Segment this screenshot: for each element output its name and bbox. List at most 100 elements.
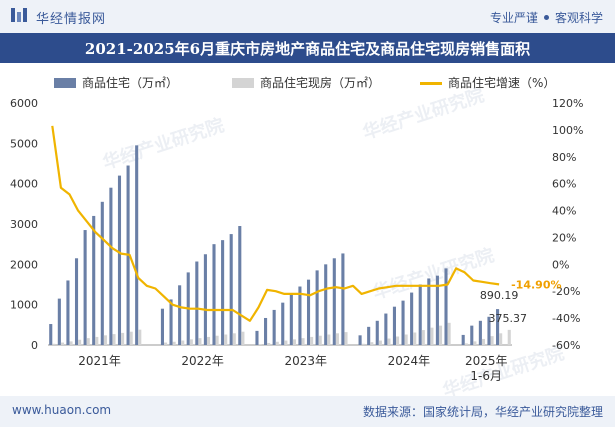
bar-existing-housing: [327, 334, 331, 345]
bar-residential: [238, 226, 242, 345]
bar-residential: [212, 244, 216, 345]
y-right-tick-label: 20%: [552, 231, 576, 244]
y-right-tick-label: 80%: [552, 151, 576, 164]
y-right-tick-label: -20%: [552, 285, 580, 298]
top-bar: [0, 0, 615, 33]
bar-existing-housing: [206, 336, 211, 345]
tagline-left: 专业严谨: [489, 11, 538, 25]
bar-residential: [117, 175, 122, 345]
footer-bar: [0, 396, 615, 427]
bar-residential: [384, 313, 388, 345]
bar-existing-housing: [60, 342, 64, 345]
y-right-tick-label: 120%: [552, 97, 583, 110]
bar-existing-housing: [232, 333, 236, 345]
bar-residential: [410, 292, 414, 345]
tagline-right: 客观科学: [554, 11, 603, 25]
bar-residential: [418, 284, 422, 345]
bar-residential: [178, 285, 182, 345]
bar-existing-housing: [112, 334, 116, 345]
bar-residential: [324, 264, 328, 345]
bar-residential: [435, 275, 439, 345]
bar-residential: [496, 309, 500, 345]
bar-existing-housing: [103, 335, 107, 345]
bar-residential: [306, 279, 311, 345]
bar-existing-housing: [129, 331, 133, 345]
bar-residential: [66, 280, 70, 345]
bar-existing-housing: [138, 329, 142, 345]
bar-residential: [74, 258, 79, 345]
bar-residential: [298, 286, 302, 345]
x-tick-label: 2021年: [78, 354, 121, 368]
bar-residential: [341, 253, 345, 345]
brand-logo-icon: [11, 8, 27, 22]
legend-swatch-bar2: [232, 78, 254, 88]
y-right-tick-label: -40%: [552, 312, 580, 325]
brand-name: 华经情报网: [36, 12, 107, 27]
bar-existing-housing: [258, 344, 262, 345]
bar-residential: [375, 320, 379, 345]
legend-label-bar1: 商品住宅（万㎡）: [82, 76, 179, 90]
legend-swatch-line: [420, 82, 442, 85]
bar-residential: [281, 302, 285, 345]
bar-residential: [478, 320, 482, 345]
bar-existing-housing: [215, 335, 219, 345]
bar-existing-housing: [164, 342, 168, 345]
chart-area: 0 1000 2000 3000 4000 5000 6000 -60% -40% -20% 0% 2…: [10, 97, 583, 383]
legend-swatch-bar1: [54, 78, 76, 88]
footer-site: www.huaon.com: [12, 403, 112, 417]
bar-residential: [100, 201, 104, 345]
bar-residential: [470, 325, 474, 345]
y-left-tick-label: 0: [31, 339, 38, 352]
legend-label-line: 商品住宅增速（%）: [448, 76, 556, 90]
tagline: 专业严谨 客观科学: [490, 9, 603, 26]
y-right-tick-label: -60%: [552, 339, 580, 352]
bar-residential: [367, 326, 371, 345]
bar-existing-housing: [473, 341, 477, 345]
bar-existing-housing: [181, 340, 185, 345]
y-left-tick-label: 4000: [10, 178, 38, 191]
data-label-residential: 890.19: [480, 289, 519, 302]
bar-existing-housing: [189, 339, 193, 345]
bar-existing-housing: [378, 340, 382, 345]
bar-residential: [83, 230, 87, 345]
bar-residential: [160, 308, 164, 345]
bar-residential: [264, 317, 268, 345]
bar-existing-housing: [292, 339, 296, 345]
x-tick-label: 1-6月: [470, 369, 502, 383]
bar-residential: [289, 294, 293, 345]
legend-label-bar2: 商品住宅现房（万㎡）: [260, 76, 381, 90]
bar-existing-housing: [241, 331, 245, 345]
bar-existing-housing: [267, 342, 271, 345]
y-right-tick-label: 40%: [552, 205, 576, 218]
y-left-tick-label: 2000: [10, 258, 38, 271]
bar-existing-housing: [121, 332, 125, 345]
y-right-tick-label: 60%: [552, 178, 576, 191]
bar-residential: [169, 299, 173, 345]
x-tick-label: 2023年: [285, 354, 328, 368]
bar-residential: [229, 234, 233, 345]
bar-existing-housing: [481, 338, 486, 345]
bar-existing-housing: [318, 335, 322, 345]
bar-residential: [315, 270, 319, 345]
chart-title: 2021-2025年6月重庆市房地产商品住宅及商品住宅现房销售面积: [84, 40, 531, 58]
bar-existing-housing: [361, 343, 365, 345]
line-growth-rate: [51, 125, 500, 322]
bar-existing-housing: [396, 336, 400, 345]
y-left-tick-label: 1000: [10, 299, 38, 312]
bar-existing-housing: [344, 332, 348, 345]
bar-residential: [109, 187, 113, 345]
bar-existing-housing: [438, 325, 443, 345]
bar-existing-housing: [86, 338, 90, 345]
bar-residential: [49, 324, 53, 345]
x-tick-label: 2025年: [465, 354, 508, 368]
bar-residential: [358, 335, 362, 345]
bar-residential: [444, 268, 448, 345]
bar-existing-housing: [301, 338, 305, 345]
bar-existing-housing: [310, 336, 314, 345]
x-tick-label: 2022年: [181, 354, 224, 368]
data-label-growth: -14.90%: [511, 278, 561, 291]
y-left-tick-label: 3000: [10, 218, 38, 231]
bar-existing-housing: [52, 343, 56, 345]
bar-existing-housing: [95, 336, 99, 345]
y-left-tick-label: 6000: [10, 97, 38, 110]
